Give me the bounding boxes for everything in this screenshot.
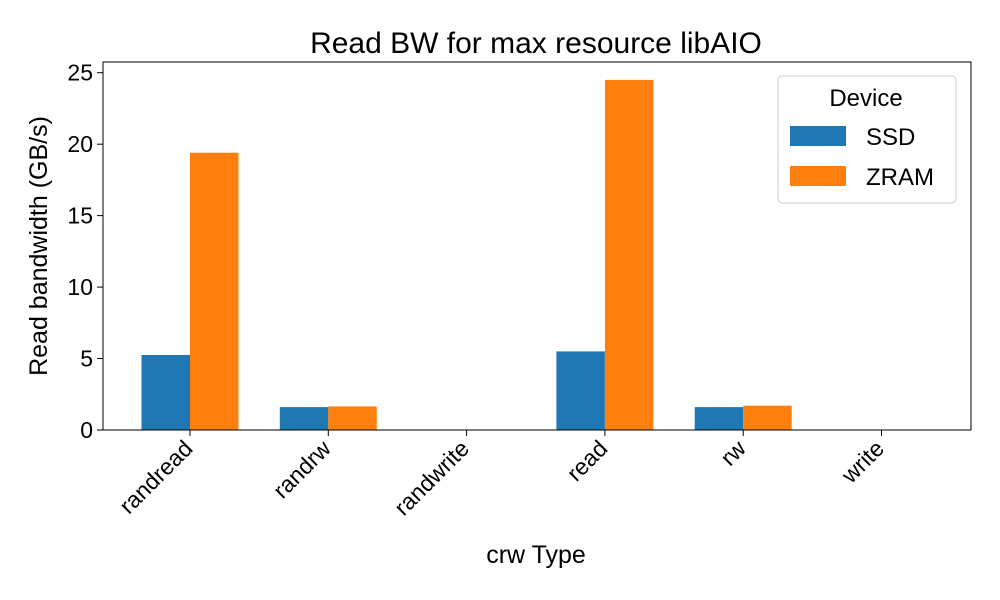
legend-label-ssd: SSD (866, 124, 915, 151)
x-tick-label-randread: randread (114, 435, 197, 518)
x-tick-label-write: write (836, 435, 889, 488)
y-tick-label: 5 (80, 346, 93, 372)
x-tick-label-randrw: randrw (268, 435, 336, 503)
bar-zram-randread (190, 152, 239, 430)
x-tick-label-rw: rw (715, 435, 751, 471)
y-tick-label: 0 (80, 417, 93, 443)
x-axis-label: crw Type (486, 541, 586, 569)
bar-ssd-randrw (279, 407, 329, 430)
y-tick-label: 25 (67, 60, 93, 86)
y-tick-label: 10 (67, 274, 93, 300)
x-tick-label-read: read (561, 435, 612, 486)
x-axis: randread randrw randwrite read rw write (114, 430, 889, 520)
legend-title: Device (829, 85, 902, 112)
legend-swatch-zram (790, 166, 846, 186)
bar-ssd-randread (141, 355, 190, 430)
x-tick-label-randwrite: randwrite (389, 435, 474, 520)
y-axis: 0 5 10 15 20 25 (67, 60, 103, 443)
bar-zram-randrw (328, 406, 377, 430)
plot-area (141, 79, 792, 431)
legend-label-zram: ZRAM (866, 164, 934, 191)
bar-zram-read (604, 79, 654, 431)
y-tick-label: 20 (67, 131, 93, 157)
plot-frame (102, 61, 972, 431)
chart-title: Read BW for max resource libAIO (310, 27, 762, 60)
y-axis-label: Read bandwidth (GB/s) (25, 116, 53, 376)
bar-zram-rw (743, 405, 792, 430)
bar-ssd-read (556, 351, 605, 430)
bar-ssd-rw (694, 407, 744, 430)
legend-swatch-ssd (790, 126, 846, 146)
y-tick-label: 15 (67, 203, 93, 229)
legend: Device SSD ZRAM (777, 75, 957, 204)
